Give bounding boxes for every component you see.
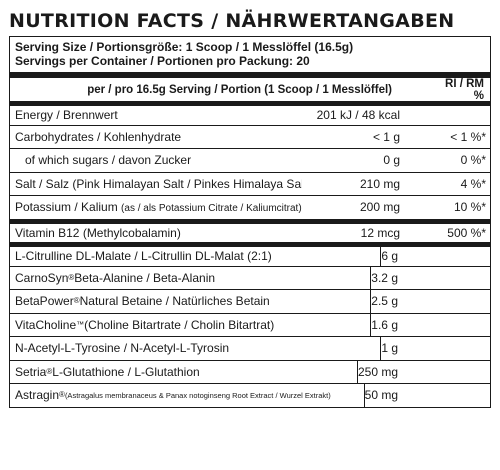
active-name: Astragin ® (Astragalus membranaceus & Pan…	[10, 384, 365, 407]
active-amount: 1.6 g	[371, 317, 398, 332]
energy-amount: 201 kJ / 48 kcal	[316, 108, 400, 123]
vitamin-ri: 500 %*	[447, 225, 486, 240]
active-name: BetaPower ® Natural Betaine / Natürliches…	[10, 290, 372, 313]
nutrient-amount: 200 mg	[359, 200, 400, 215]
energy-name: Energy / Brennwert	[15, 108, 118, 123]
active-amount: 6 g	[381, 249, 398, 264]
nutrient-name: Carbohydrates / Kohlenhydrate	[15, 129, 182, 144]
table-row: of which sugars / davon Zucker 0 g 0 %*	[10, 148, 490, 172]
serving-size: Serving Size / Portionsgröße: 1 Scoop / …	[15, 40, 354, 54]
nutrient-name-main: Potassium / Kalium	[15, 200, 118, 215]
active-amount: 1 g	[381, 341, 398, 356]
table-row: Astragin ® (Astragalus membranaceus & Pan…	[10, 383, 490, 407]
nutrient-name-sub: (as / als Potassium Citrate / Kaliumcitr…	[121, 203, 302, 215]
nutrient-name: Salt / Salz (Pink Himalayan Salt / Pinke…	[15, 176, 302, 191]
active-name-rest: Beta-Alanine / Beta-Alanin	[74, 270, 216, 285]
table-row: Setria ® L-Glutathione / L-Glutathion 250…	[10, 359, 490, 383]
nutrient-ri: 4 %*	[460, 176, 486, 191]
servings-per-container: Servings per Container / Portionen pro P…	[15, 54, 310, 68]
table-row: Potassium / Kalium (as / als Potassium C…	[10, 195, 490, 219]
active-name: N-Acetyl-L-Tyrosine / N-Acetyl-L-Tyrosin	[10, 337, 382, 360]
active-name: CarnoSyn ® Beta-Alanine / Beta-Alanin	[10, 266, 372, 289]
active-name-rest: L-Glutathione / L-Glutathion	[52, 364, 200, 379]
nutrient-name: of which sugars / davon Zucker	[25, 153, 192, 168]
table-row: VitaCholine ™ (Choline Bitartrate / Choli…	[10, 312, 490, 336]
brand-name: CarnoSyn	[15, 270, 69, 285]
nutrient-ri: < 1 %*	[450, 129, 486, 144]
header-per-serving: per / pro 16.5g Serving / Portion (1 Sco…	[87, 83, 392, 96]
table-header: per / pro 16.5g Serving / Portion (1 Sco…	[10, 73, 490, 102]
active-name: Setria ® L-Glutathione / L-Glutathion	[10, 360, 358, 383]
active-name-rest: Natural Betaine / Natürliches Betain	[79, 294, 270, 309]
serving-info: Serving Size / Portionsgröße: 1 Scoop / …	[10, 37, 490, 73]
nutrient-ri: 0 %*	[460, 153, 486, 168]
active-name: VitaCholine ™ (Choline Bitartrate / Choli…	[10, 313, 372, 336]
table-row: Carbohydrates / Kohlenhydrate < 1 g < 1 …	[10, 124, 490, 149]
vitamin-name: Vitamin B12 (Methylcobalamin)	[15, 225, 181, 240]
brand-name: Setria	[15, 364, 47, 379]
nutrient-name: Potassium / Kalium (as / als Potassium C…	[10, 200, 302, 214]
nutrient-amount: < 1 g	[372, 129, 400, 144]
brand-name: BetaPower	[15, 294, 74, 309]
page-title: NUTRITION FACTS / NÄHRWERTANGABEN	[9, 10, 455, 32]
energy-row: Energy / Brennwert 201 kJ / 48 kcal	[10, 101, 490, 125]
active-amount: 2.5 g	[371, 294, 398, 309]
vitamin-row: Vitamin B12 (Methylcobalamin) 12 mcg 500…	[10, 218, 490, 243]
table-row: L-Citrulline DL-Malate / L-Citrullin DL-…	[10, 242, 490, 266]
active-name: L-Citrulline DL-Malate / L-Citrullin DL-…	[10, 247, 382, 266]
table-row: BetaPower ® Natural Betaine / Natürliches…	[10, 289, 490, 313]
active-amount: 50 mg	[364, 388, 398, 403]
nutrient-amount: 210 mg	[359, 176, 400, 191]
active-amount: 250 mg	[357, 364, 398, 379]
table-row: Salt / Salz (Pink Himalayan Salt / Pinke…	[10, 171, 490, 196]
active-name-sub: (Astragalus membranaceus & Panax notogin…	[64, 390, 331, 400]
active-amount: 3.2 g	[371, 270, 398, 285]
nutrient-amount: 0 g	[383, 153, 400, 168]
nutrition-panel: Serving Size / Portionsgröße: 1 Scoop / …	[9, 36, 491, 408]
active-name-rest: (Choline Bitartrate / Cholin Bitartrat)	[84, 317, 275, 332]
brand-name: Astragin	[15, 388, 60, 403]
vitamin-amount: 12 mcg	[360, 225, 400, 240]
brand-name: VitaCholine	[15, 317, 77, 332]
table-row: CarnoSyn ® Beta-Alanine / Beta-Alanin 3.2…	[10, 265, 490, 289]
header-ri: RI / RM %	[445, 77, 484, 102]
table-row: N-Acetyl-L-Tyrosine / N-Acetyl-L-Tyrosin…	[10, 336, 490, 360]
nutrient-ri: 10 %*	[453, 200, 486, 215]
